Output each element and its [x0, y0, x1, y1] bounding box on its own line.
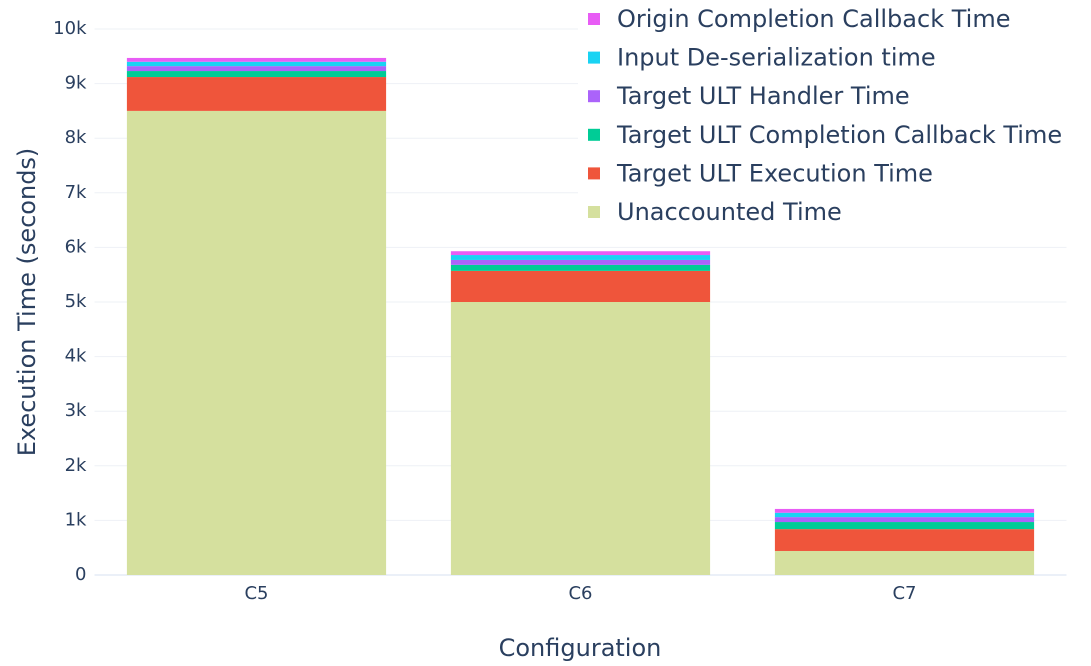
x-tick-label: C7: [892, 583, 916, 604]
y-tick-label: 3k: [65, 400, 87, 421]
legend-label: Target ULT Handler Time: [616, 82, 910, 110]
legend-swatch: [588, 90, 600, 103]
y-axis-title: Execution Time (seconds): [13, 148, 41, 457]
y-tick-label: 7k: [65, 182, 87, 203]
legend-swatch: [588, 51, 600, 64]
bar-segment: [774, 529, 1035, 551]
bar-segment: [126, 66, 387, 72]
bar-segment: [774, 550, 1035, 575]
y-tick-label: 6k: [65, 236, 87, 257]
legend-label: Origin Completion Callback Time: [617, 5, 1010, 33]
bar-segment: [450, 251, 711, 256]
legend-label: Unaccounted Time: [617, 198, 842, 226]
x-tick-label: C6: [568, 583, 592, 604]
y-tick-label: 2k: [65, 455, 87, 476]
bar-segment: [450, 255, 711, 260]
legend-label: Target ULT Completion Callback Time: [616, 121, 1062, 149]
bar-segment: [450, 264, 711, 271]
legend-swatch: [588, 128, 600, 141]
y-tick-label: 1k: [65, 509, 87, 530]
legend-swatch: [588, 167, 600, 180]
legend-swatch: [588, 206, 600, 218]
x-axis-title: Configuration: [499, 634, 662, 662]
x-tick-label: C5: [244, 583, 268, 604]
bar-segment: [774, 508, 1035, 513]
legend-background: [578, 0, 1091, 232]
bar-segment: [450, 302, 711, 575]
y-tick-label: 8k: [65, 127, 87, 148]
bar-segment: [126, 110, 387, 576]
legend-swatch: [588, 13, 600, 25]
bar-segment: [774, 517, 1035, 523]
y-tick-label: 9k: [65, 73, 87, 94]
bar-segment: [126, 57, 387, 62]
bar-segment: [450, 270, 711, 302]
bar-segment: [774, 512, 1035, 518]
y-tick-label: 0: [75, 564, 86, 585]
bar-segment: [126, 77, 387, 111]
legend-label: Target ULT Execution Time: [616, 159, 933, 187]
legend-label: Input De-serialization time: [617, 44, 936, 72]
y-tick-label: 10k: [53, 18, 87, 39]
y-tick-label: 4k: [65, 346, 87, 367]
bar-segment: [774, 522, 1035, 530]
bar-segment: [450, 259, 711, 265]
y-tick-label: 5k: [65, 291, 87, 312]
bar-segment: [126, 61, 387, 67]
bar-segment: [126, 71, 387, 78]
